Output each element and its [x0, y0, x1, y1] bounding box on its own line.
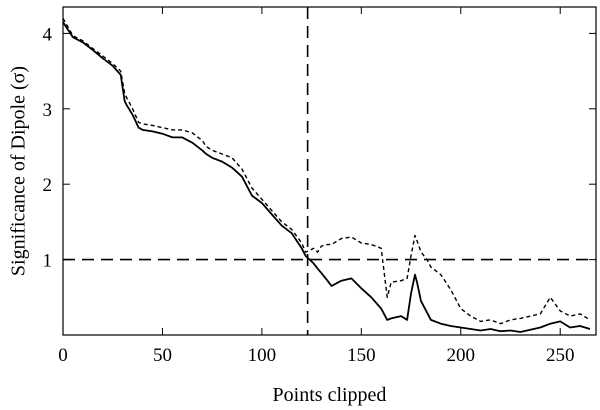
x-tick-label-0: 0 [58, 345, 68, 366]
x-tick-label-5: 250 [546, 345, 575, 366]
x-tick-label-1: 50 [153, 345, 172, 366]
y-tick-label-0: 1 [43, 251, 53, 272]
reference-lines [63, 7, 596, 335]
x-axis-label: Points clipped [273, 384, 387, 406]
axis-ticks [62, 7, 596, 335]
y-tick-label-1: 2 [43, 175, 53, 196]
plot-frame [62, 6, 597, 336]
x-tick-label-2: 100 [248, 345, 277, 366]
series-line-solid [62, 21, 591, 333]
y-tick-label-3: 4 [43, 24, 53, 45]
x-tick-label-4: 200 [447, 345, 476, 366]
y-tick-label-2: 3 [43, 100, 53, 121]
x-tick-label-3: 150 [347, 345, 376, 366]
tick-labels: 0 50 100 150 200 250 1 2 3 4 [43, 24, 575, 366]
series-group [62, 17, 591, 333]
y-axis-label: Significance of Dipole (σ) [8, 66, 30, 276]
series-line-dashed [62, 17, 591, 325]
